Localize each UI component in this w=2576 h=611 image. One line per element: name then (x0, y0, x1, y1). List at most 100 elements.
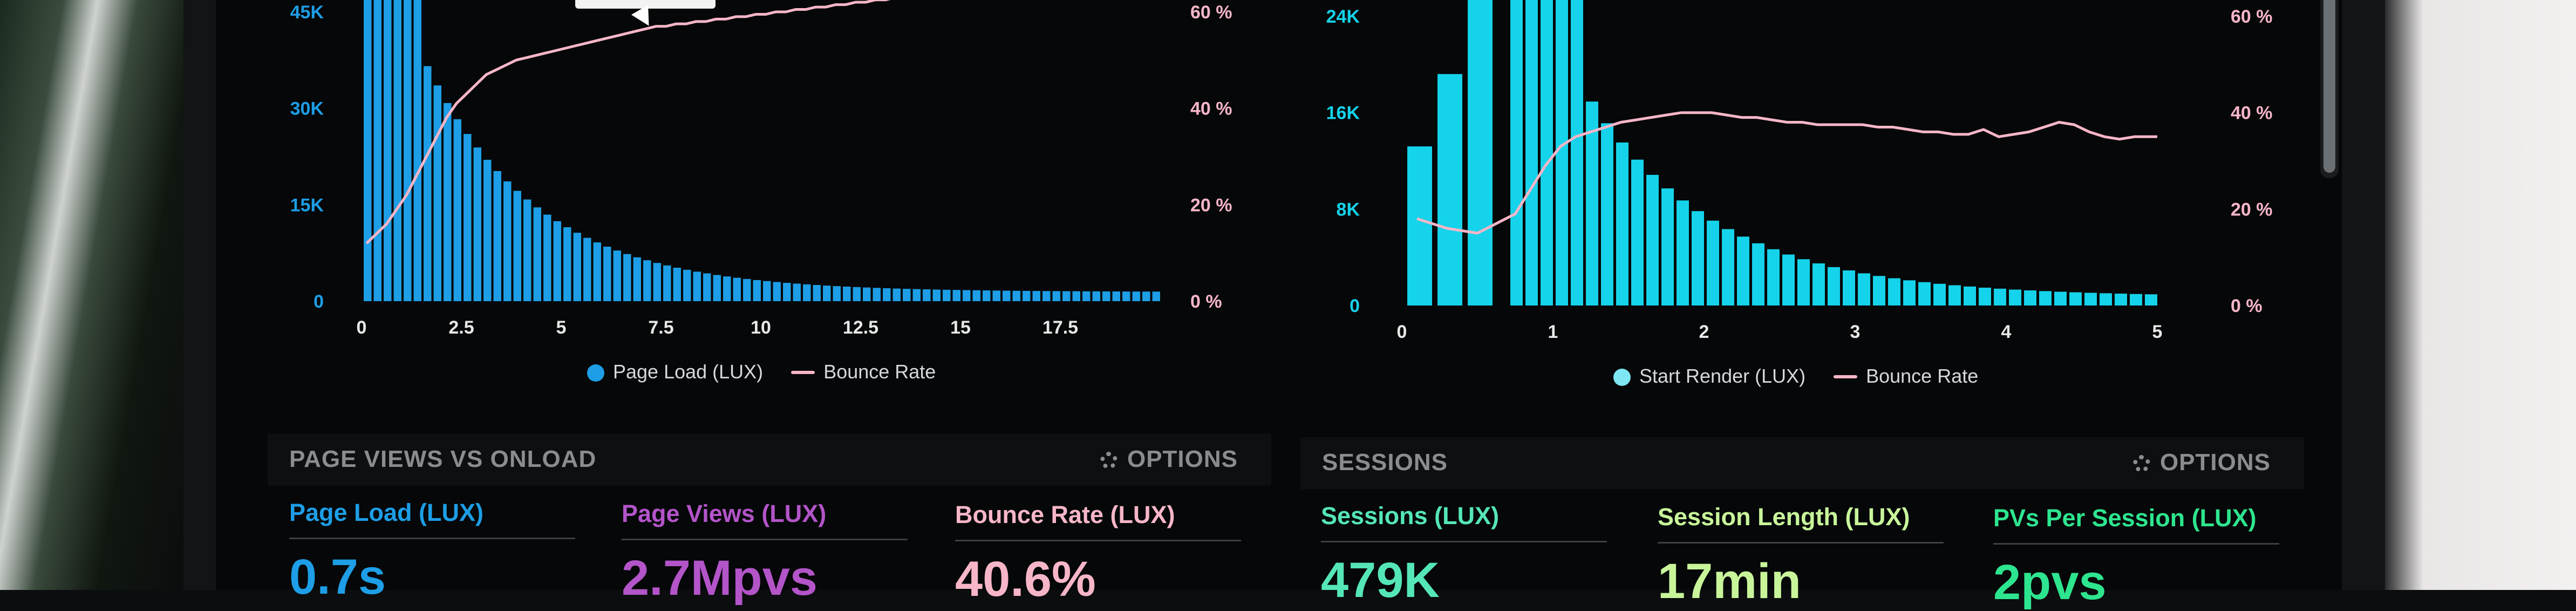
metric-bounce-rate: Bounce Rate (LUX) 40.6% (955, 501, 1241, 608)
left-bar (803, 284, 811, 301)
left-bar (573, 233, 581, 301)
left-bar (1112, 291, 1120, 301)
right-chart-ticks: 0 8K 16K 24K 0 % 20 % 40 % 60 % 0 1 2 3 4 5 (1326, 6, 2273, 342)
left-bar (763, 281, 771, 301)
left-bar (703, 273, 711, 301)
left-bar (563, 227, 571, 301)
metric-label: Sessions (LUX) (1321, 502, 1500, 529)
right-x-tick: 2 (1699, 322, 1709, 342)
scrollbar-thumb[interactable] (2323, 0, 2335, 173)
right-x-tick: 4 (2001, 322, 2012, 342)
right-bar (1556, 0, 1568, 305)
left-bar (593, 242, 601, 301)
metric-label: Bounce Rate (LUX) (955, 501, 1175, 528)
left-bar (453, 119, 461, 301)
gear-icon (1100, 452, 1117, 469)
right-bar (1661, 188, 1674, 305)
right-bar (1541, 0, 1553, 305)
left-bar (413, 0, 421, 301)
right-legend-bar-swatch (1613, 369, 1631, 386)
left-bar (1062, 291, 1071, 301)
divider (622, 539, 908, 540)
right-bar (1873, 276, 1885, 305)
left-bar (523, 199, 531, 301)
metric-label: Page Load (LUX) (289, 499, 484, 526)
left-bar (393, 0, 401, 301)
left-x-tick: 10 (751, 317, 771, 338)
left-chart: 0 15K 30K 45K 0 % 20 % 40 % 60 % 0 2.5 5 7.5 10 12.5 1… (290, 0, 1232, 338)
left-bar (1082, 291, 1091, 301)
left-bar (1142, 291, 1150, 301)
right-bar (2115, 294, 2127, 305)
left-bar (943, 289, 951, 301)
left-left-tick: 0 (314, 291, 324, 312)
right-bar (2084, 293, 2097, 305)
right-right-tick: 60 % (2231, 6, 2273, 27)
left-bar (912, 289, 921, 301)
metric-value: 40.6% (955, 552, 1096, 607)
left-options-button[interactable]: OPTIONS (1100, 446, 1238, 473)
right-bar (1994, 288, 2006, 305)
left-bar (673, 267, 681, 301)
left-bar (633, 257, 641, 301)
left-bar (653, 263, 661, 301)
right-right-tick: 0 % (2231, 296, 2262, 316)
left-bar (963, 290, 971, 301)
chart-tooltip (575, 0, 715, 9)
metric-pvs-per-session: PVs Per Session (LUX) 2pvs (1993, 504, 2279, 611)
right-bar (1979, 287, 1991, 305)
right-x-tick: 1 (1548, 322, 1558, 342)
left-bar (892, 288, 901, 301)
right-bar (1586, 101, 1598, 305)
gear-icon (2132, 455, 2150, 472)
left-bar (493, 171, 501, 301)
right-chart: 0 8K 16K 24K 0 % 20 % 40 % 60 % 0 1 2 3 4 5 (1326, 0, 2273, 342)
background-plant (0, 0, 183, 590)
left-bar (733, 277, 741, 301)
left-bar (543, 214, 551, 301)
right-bar (2009, 289, 2021, 305)
right-bar (1525, 0, 1538, 305)
right-bar (1510, 0, 1523, 305)
right-chart-line (1416, 111, 2157, 235)
left-bar (923, 289, 931, 301)
right-bar (1677, 200, 1689, 305)
right-bar (2100, 293, 2112, 305)
left-bar (424, 66, 432, 302)
left-chart-line (365, 0, 891, 245)
right-bar (1797, 259, 1810, 305)
right-bar (1782, 254, 1795, 305)
left-bar (753, 280, 761, 301)
right-bar (1948, 285, 1961, 305)
left-bar (464, 134, 472, 302)
metric-label: PVs Per Session (LUX) (1993, 504, 2257, 532)
right-bar (1843, 270, 1855, 305)
left-bar (773, 282, 781, 301)
left-bar (853, 287, 861, 301)
left-panel-title: PAGE VIEWS VS ONLOAD (289, 446, 597, 472)
left-bar (683, 269, 691, 301)
metric-value: 0.7s (289, 549, 386, 605)
right-bar (1918, 282, 1931, 305)
right-options-button[interactable]: OPTIONS (2132, 449, 2271, 476)
left-bar (743, 279, 751, 301)
left-chart-ticks: 0 15K 30K 45K 0 % 20 % 40 % 60 % 0 2.5 5 7.5 10 12.5 1… (290, 2, 1232, 338)
metric-sessions: Sessions (LUX) 479K (1321, 502, 1607, 609)
left-right-tick: 60 % (1190, 2, 1232, 23)
divider (955, 540, 1241, 541)
left-bar (843, 287, 851, 301)
left-bar (613, 250, 621, 301)
divider (1993, 543, 2279, 545)
left-bar (473, 147, 481, 301)
right-x-tick: 0 (1397, 322, 1407, 342)
left-bar (783, 283, 791, 301)
right-left-tick: 8K (1337, 199, 1360, 220)
left-bar (952, 290, 960, 301)
left-bar (643, 260, 651, 301)
left-x-tick: 0 (357, 317, 367, 338)
left-bar (1003, 290, 1011, 301)
left-bar (1122, 291, 1130, 301)
left-bar (1132, 291, 1140, 301)
left-bar (1023, 290, 1031, 301)
right-legend-line-swatch (1834, 375, 1858, 378)
